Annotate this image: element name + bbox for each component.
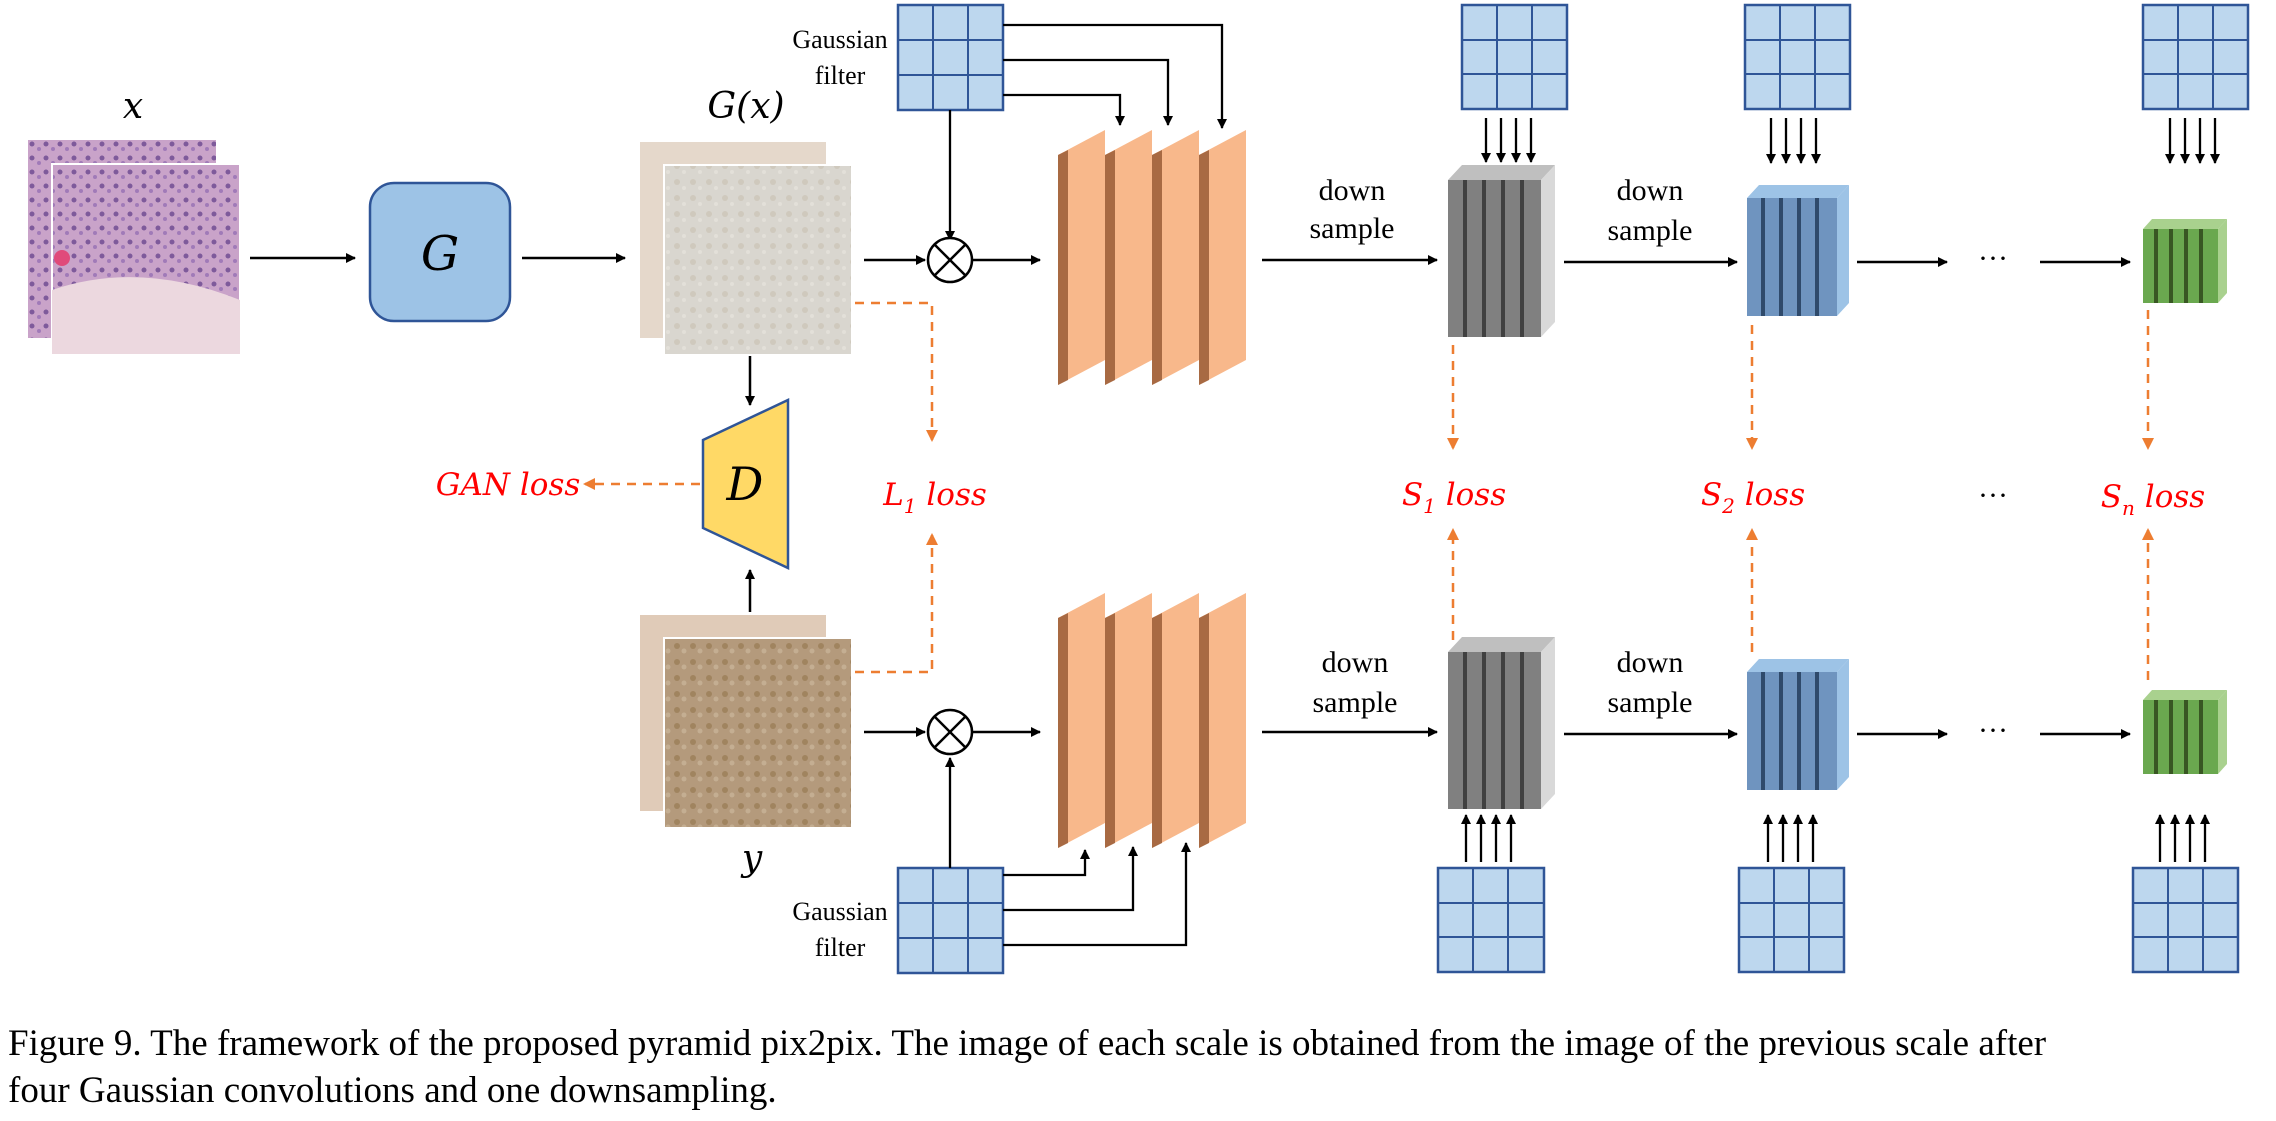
kernel-bottom-n (2131, 866, 2240, 974)
kernel-arrows-bottom-n (2155, 814, 2210, 862)
gaussian-filter-top (896, 3, 1005, 112)
figure-caption: Figure 9. The framework of the proposed … (8, 1020, 2268, 1114)
green-block-top (2143, 219, 2227, 303)
ellipsis-top: ··· (1978, 242, 2008, 275)
generator-block (368, 181, 512, 323)
gray-block-bottom (1448, 637, 1555, 809)
ellipsis-bottom: ··· (1978, 714, 2008, 747)
downsample-bottom-1-line2: sample (1313, 686, 1398, 719)
gray-block-top (1448, 165, 1555, 337)
discriminator-label: D (726, 457, 764, 511)
multiply-node-bottom (926, 708, 974, 756)
caption-line-2: four Gaussian convolutions and one downs… (8, 1070, 777, 1111)
generator-label: G (421, 226, 459, 282)
dashed-y-to-L1 (855, 533, 938, 674)
kernel-top-2 (1743, 3, 1852, 111)
ellipsis-loss: ··· (1978, 479, 2008, 512)
gaussian-bottom-wires (945, 757, 1191, 947)
sn-loss-label: Sn loss (2101, 479, 2205, 520)
downsample-top-1-line1: down (1319, 174, 1386, 207)
kernel-arrows-top-2 (1766, 118, 1821, 164)
downsample-bottom-1-line1: down (1322, 646, 1389, 679)
downsample-bottom-2-line1: down (1617, 646, 1684, 679)
x-label: x (123, 86, 143, 127)
caption-line-1: Figure 9. The framework of the proposed … (8, 1023, 2047, 1064)
kernel-arrows-bottom-1 (1461, 814, 1516, 862)
conv-stack-top (1058, 130, 1246, 385)
target-image (640, 615, 853, 829)
discriminator-block (701, 398, 790, 570)
gan-loss-label: GAN loss (436, 467, 581, 503)
kernel-arrows-top-n (2165, 118, 2220, 164)
s1-loss-label: S1 loss (1402, 477, 1506, 518)
conv-stack-bottom (1058, 593, 1246, 848)
gaussian-top-line2: filter (815, 61, 866, 90)
gaussian-top-wires (945, 23, 1227, 241)
downsample-bottom-2-line2: sample (1608, 686, 1693, 719)
downsample-top-1-line2: sample (1310, 212, 1395, 245)
generated-image (640, 142, 853, 356)
gaussian-top-line1: Gaussian (792, 25, 887, 54)
kernel-arrows-bottom-2 (1763, 814, 1818, 862)
green-block-bottom (2143, 690, 2227, 774)
gaussian-bottom-line1: Gaussian (792, 897, 887, 926)
gaussian-bottom-line2: filter (815, 933, 866, 962)
kernel-bottom-2 (1737, 866, 1846, 974)
downsample-top-2-line2: sample (1608, 214, 1693, 247)
blue-block-top (1747, 185, 1849, 316)
gx-label: G(x) (707, 86, 784, 127)
multiply-node-top (926, 236, 974, 284)
downsample-top-2-line1: down (1617, 174, 1684, 207)
s2-loss-label: S2 loss (1701, 477, 1805, 518)
kernel-arrows-top-1 (1481, 118, 1536, 163)
blue-block-bottom (1747, 659, 1849, 790)
kernel-bottom-1 (1436, 866, 1546, 974)
dashed-Gx-to-L1 (855, 301, 938, 442)
kernel-top-1 (1460, 3, 1569, 111)
l1-loss-label: L1 loss (882, 477, 987, 518)
gaussian-filter-bottom (896, 866, 1005, 975)
kernel-top-n (2141, 3, 2250, 111)
input-histology-image (28, 140, 241, 355)
y-label: y (740, 838, 763, 879)
